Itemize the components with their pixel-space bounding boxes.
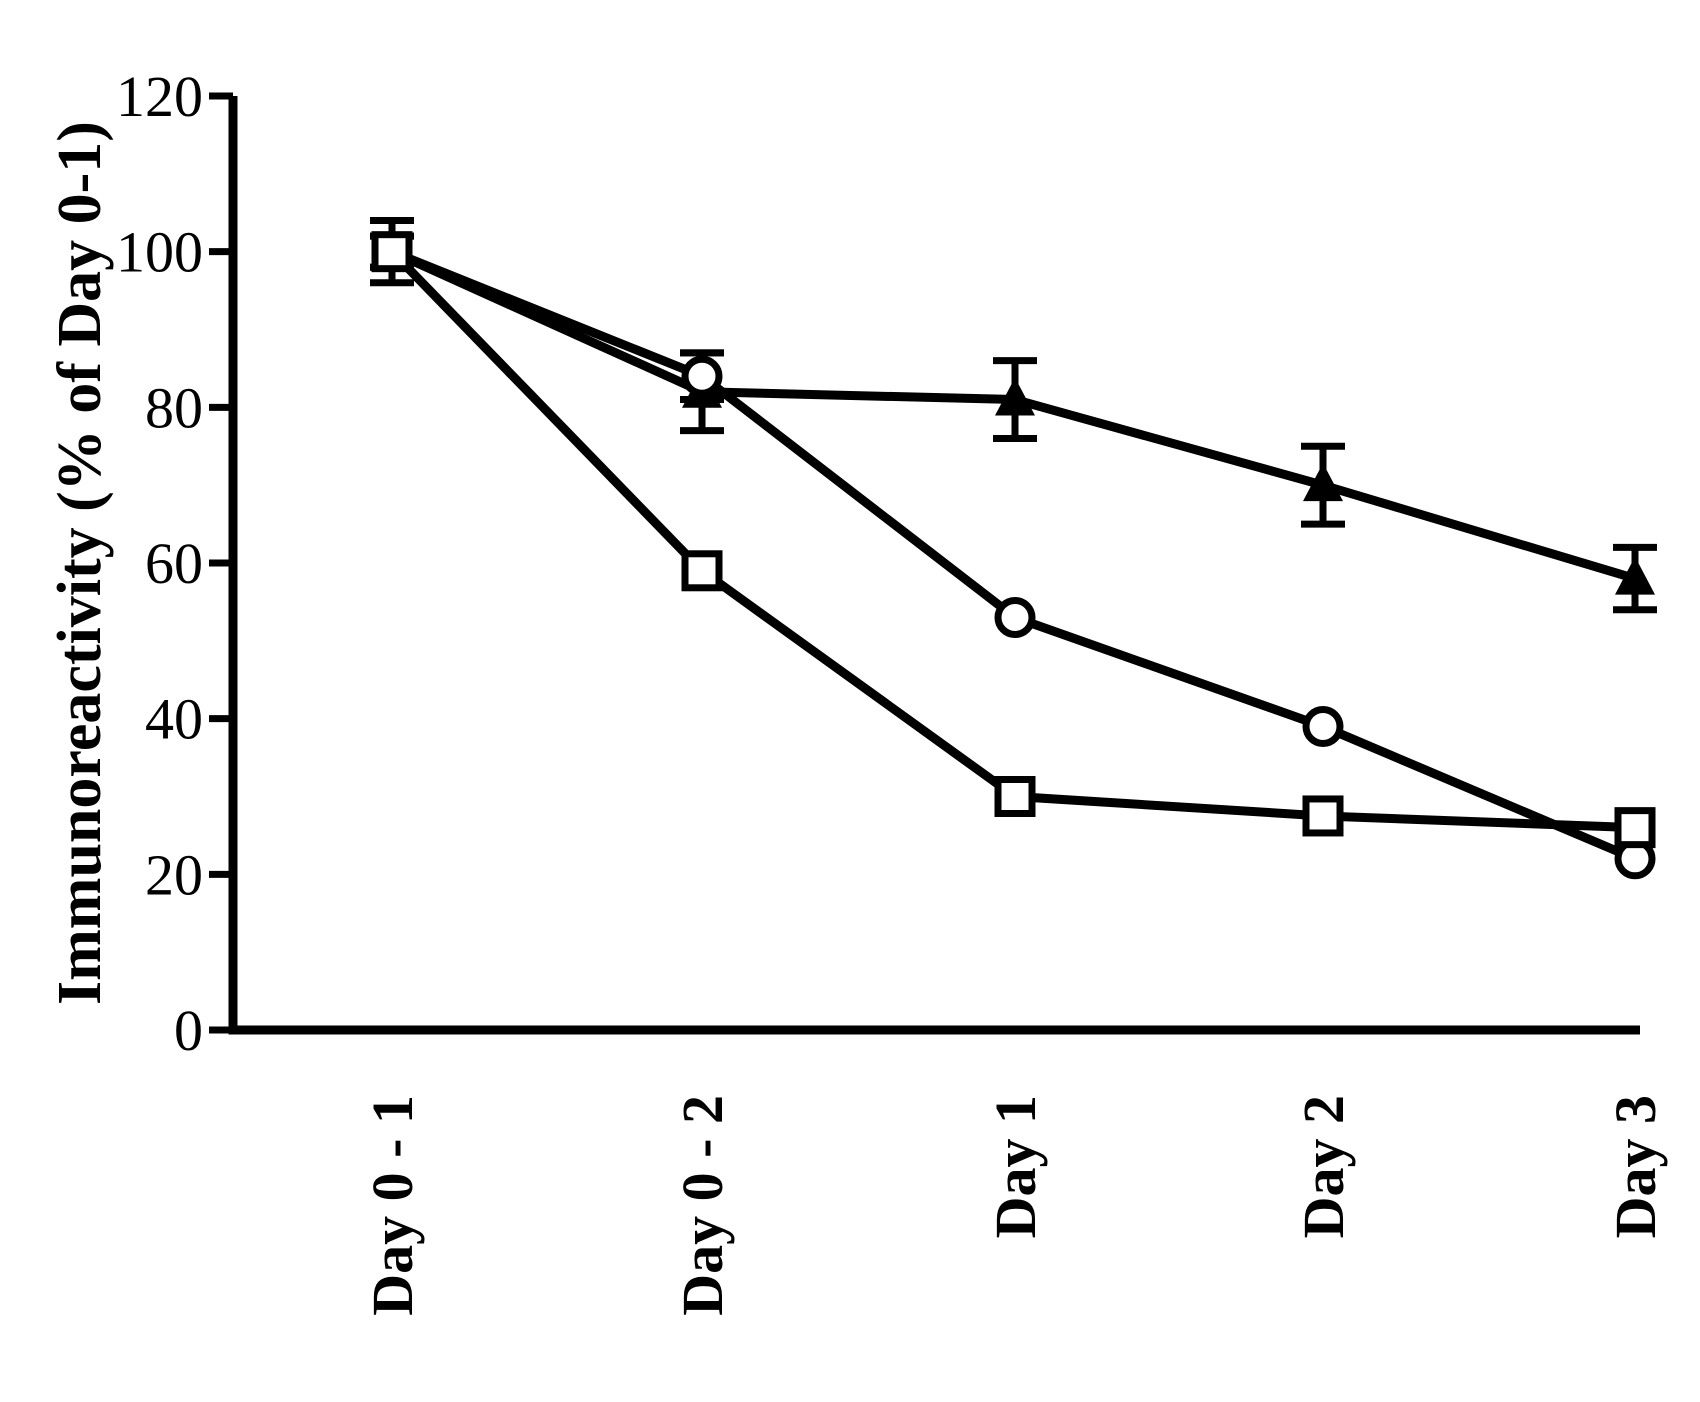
- x-tick-label-3: Day 1: [983, 1095, 1048, 1238]
- triangle-marker: [1615, 556, 1655, 595]
- series-1: [370, 217, 1657, 614]
- x-tick-label-4: Day 2: [1291, 1095, 1356, 1238]
- y-tick-label-80: 80: [145, 375, 203, 440]
- x-tick-label-5: Day 3: [1603, 1095, 1668, 1238]
- triangle-marker: [1303, 463, 1343, 502]
- square-marker: [994, 776, 1036, 817]
- series-group: [370, 217, 1657, 880]
- y-ticks: 0 20 40 60 80 100 120: [116, 64, 233, 1063]
- x-tick-labels: Day 0 - 1 Day 0 - 2 Day 1 Day 2 Day 3: [360, 1095, 1668, 1316]
- square-marker: [681, 550, 723, 592]
- x-tick-label-1: Day 0 - 1: [360, 1095, 425, 1316]
- y-tick-label-40: 40: [145, 687, 203, 752]
- circle-marker: [994, 596, 1036, 638]
- series-3: [370, 231, 1656, 849]
- series-2-line: [390, 247, 1637, 863]
- y-tick-label-60: 60: [145, 531, 203, 596]
- square-marker: [1302, 795, 1344, 837]
- y-tick-label-20: 20: [145, 842, 203, 907]
- square-marker: [371, 231, 413, 273]
- y-axis-title: Immunoreactivity (% of Day 0-1): [46, 121, 114, 1005]
- square-marker: [1614, 807, 1656, 849]
- circle-marker: [1302, 705, 1344, 747]
- y-tick-label-120: 120: [116, 64, 203, 129]
- y-tick-label-100: 100: [116, 220, 203, 285]
- triangle-marker: [995, 377, 1035, 416]
- x-tick-label-2: Day 0 - 2: [670, 1095, 735, 1316]
- circle-marker: [681, 355, 723, 397]
- axes: [228, 96, 1640, 1035]
- y-tick-label-0: 0: [174, 998, 203, 1063]
